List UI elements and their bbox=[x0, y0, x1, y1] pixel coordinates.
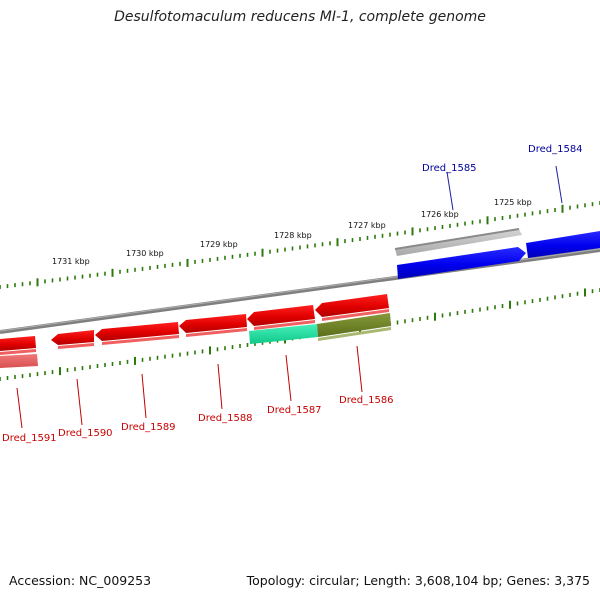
gene-label-dred-1584[interactable]: Dred_1584 bbox=[528, 144, 583, 155]
gene-label-dred-1591[interactable]: Dred_1591 bbox=[2, 433, 57, 444]
gene-dred-1585-blue-shape[interactable] bbox=[397, 247, 526, 279]
gene-label-dred-1586[interactable]: Dred_1586 bbox=[339, 395, 394, 406]
forward-scale-ticks bbox=[0, 201, 600, 289]
topology-info: Topology: circular; Length: 3,608,104 bp… bbox=[246, 573, 590, 588]
gene-label-dred-1587[interactable]: Dred_1587 bbox=[267, 405, 322, 416]
map-title: Desulfotomaculum reducens MI-1, complete… bbox=[114, 9, 486, 25]
scale-label-1729: 1729 kbp bbox=[200, 240, 238, 249]
genome-backbone bbox=[0, 248, 600, 334]
accession-info: Accession: NC_009253 bbox=[9, 573, 151, 588]
gene-dred-1591-red-shape[interactable] bbox=[0, 336, 36, 355]
gene-label-dred-1585[interactable]: Dred_1585 bbox=[422, 163, 477, 174]
gene-dred-1587-red-shape[interactable] bbox=[247, 305, 315, 330]
gene-label-dred-1589[interactable]: Dred_1589 bbox=[121, 422, 176, 433]
gene-dred-1586-red-shape[interactable] bbox=[315, 294, 389, 321]
scale-label-1726: 1726 kbp bbox=[421, 210, 459, 219]
accession-label: Accession: bbox=[9, 573, 76, 588]
gene-dred-1588-red-shape[interactable] bbox=[179, 314, 247, 337]
gene-label-dred-1590[interactable]: Dred_1590 bbox=[58, 428, 113, 439]
gene-dred-1590-red-shape[interactable] bbox=[51, 330, 94, 349]
gene-dred-1587-teal-shape[interactable] bbox=[249, 324, 318, 344]
accession-number: NC_009253 bbox=[79, 573, 152, 588]
scale-label-1725: 1725 kbp bbox=[494, 198, 532, 207]
gene-dred-1584-shape[interactable] bbox=[526, 231, 600, 258]
leader-lines-reverse bbox=[16, 345, 363, 429]
scale-label-1728: 1728 kbp bbox=[274, 231, 312, 240]
scale-label-1727: 1727 kbp bbox=[348, 221, 386, 230]
gene-dred-1591-pink-shape[interactable] bbox=[0, 354, 38, 368]
gene-dred-1586-olive-shape[interactable] bbox=[317, 313, 391, 341]
leader-lines-forward bbox=[446, 165, 563, 211]
gene-label-dred-1588[interactable]: Dred_1588 bbox=[198, 413, 253, 424]
scale-label-1730: 1730 kbp bbox=[126, 249, 164, 258]
scale-label-1731: 1731 kbp bbox=[52, 257, 90, 266]
gene-dred-1585-shape[interactable] bbox=[394, 228, 522, 256]
gene-dred-1589-red-shape[interactable] bbox=[95, 322, 179, 345]
